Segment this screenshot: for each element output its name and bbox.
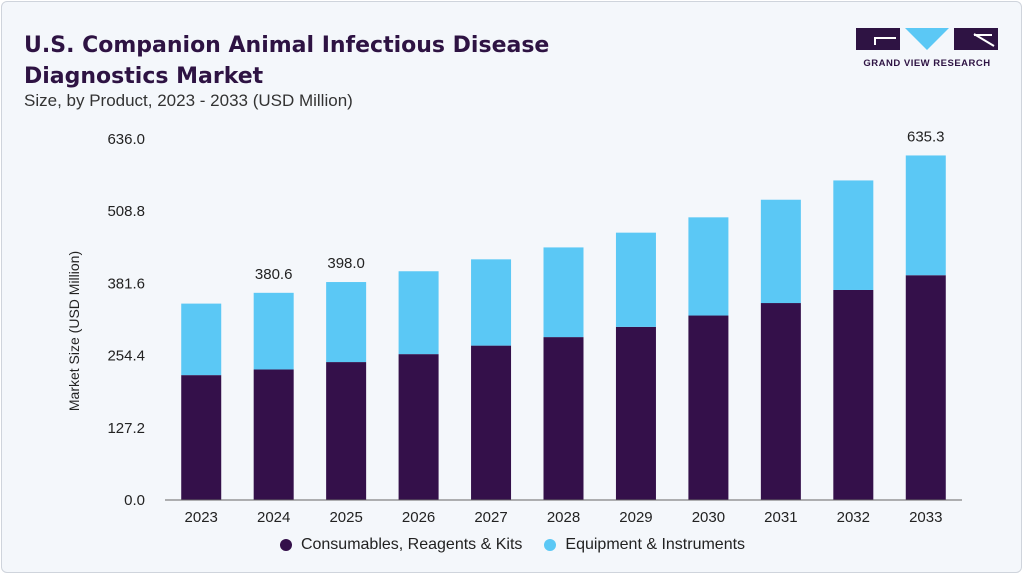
logo-block-r <box>954 28 998 50</box>
legend-item-equipment: Equipment & Instruments <box>544 536 745 554</box>
bar-equipment-2031 <box>760 199 801 304</box>
y-tick-label: 127.2 <box>107 420 145 437</box>
y-tick-label: 254.4 <box>107 348 145 365</box>
chart-title: U.S. Companion Animal Infectious Disease… <box>24 33 550 89</box>
data-labels: 380.6 398.0 635.3 <box>255 128 945 282</box>
bar-equipment-2027 <box>471 259 512 346</box>
x-tick-label: 2031 <box>764 509 797 526</box>
x-tick-label: 2025 <box>329 509 362 526</box>
logo-block-v <box>905 28 949 50</box>
logo-text: GRAND VIEW RESEARCH <box>863 58 991 69</box>
bar-consumables-2029 <box>615 326 656 500</box>
bar-consumables-2023 <box>181 375 222 500</box>
x-tick-label: 2028 <box>547 509 580 526</box>
data-label-2025: 398.0 <box>327 255 365 272</box>
bar-equipment-2025 <box>326 282 367 363</box>
legend-dot-equipment <box>544 539 557 551</box>
bar-consumables-2027 <box>471 345 512 500</box>
y-tick-label: 381.6 <box>107 275 145 292</box>
x-tick-label: 2023 <box>185 509 218 526</box>
x-tick-label: 2024 <box>257 509 290 526</box>
y-axis-ticks: 0.0 127.2 254.4 381.6 508.8 636.0 <box>107 131 145 509</box>
bar-equipment-2030 <box>688 217 729 316</box>
bar-equipment-2028 <box>543 247 584 338</box>
bar-equipment-2032 <box>833 180 874 290</box>
bar-equipment-2024 <box>253 292 294 370</box>
bar-consumables-2026 <box>398 354 439 500</box>
x-tick-label: 2033 <box>909 509 942 526</box>
legend-dot-consumables <box>279 539 292 551</box>
legend: Consumables, Reagents & Kits Equipment &… <box>0 536 1025 554</box>
x-tick-label: 2026 <box>402 509 435 526</box>
bar-equipment-2026 <box>398 271 439 355</box>
x-tick-label: 2027 <box>474 509 507 526</box>
x-tick-label: 2029 <box>619 509 652 526</box>
bar-consumables-2028 <box>543 337 584 500</box>
legend-label-consumables: Consumables, Reagents & Kits <box>300 536 523 553</box>
legend-label-equipment: Equipment & Instruments <box>565 536 746 553</box>
legend-item-consumables: Consumables, Reagents & Kits <box>279 536 523 554</box>
x-axis-ticks: 2023 2024 2025 2026 2027 2028 2029 2030 2031 2032… <box>185 509 943 526</box>
bar-consumables-2025 <box>326 362 367 500</box>
bars <box>181 155 946 500</box>
data-label-2033: 635.3 <box>907 128 945 145</box>
bar-consumables-2030 <box>688 315 729 500</box>
chart-subtitle: Size, by Product, 2023 - 2033 (USD Milli… <box>24 91 353 110</box>
grand-view-research-logo <box>856 28 998 50</box>
y-axis-label: Market Size (USD Million) <box>66 251 82 411</box>
y-tick-label: 0.0 <box>124 492 145 509</box>
bar-equipment-2023 <box>181 303 222 376</box>
bar-consumables-2033 <box>905 275 946 500</box>
bar-equipment-2029 <box>615 232 656 327</box>
x-tick-label: 2032 <box>837 509 870 526</box>
bar-consumables-2024 <box>253 369 294 500</box>
bar-consumables-2031 <box>760 303 801 500</box>
bar-equipment-2033 <box>905 155 946 276</box>
y-tick-label: 508.8 <box>107 203 145 220</box>
data-label-2024: 380.6 <box>255 266 293 283</box>
x-tick-label: 2030 <box>692 509 725 526</box>
y-tick-label: 636.0 <box>107 131 145 148</box>
bar-consumables-2032 <box>833 289 874 500</box>
